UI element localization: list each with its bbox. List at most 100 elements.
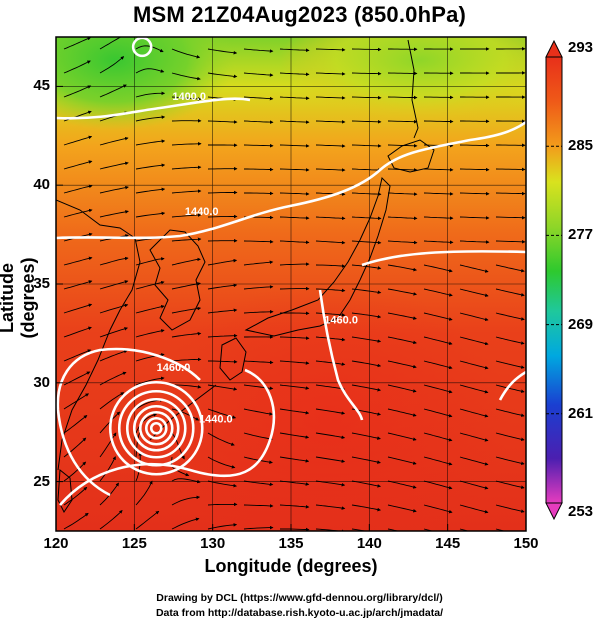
streamline: [63, 326, 92, 338]
streamline: [279, 262, 310, 266]
coastline-sakhalin: [407, 39, 419, 139]
streamline: [459, 432, 489, 442]
streamline: [495, 360, 525, 369]
streamline: [387, 119, 418, 124]
streamline: [171, 478, 201, 484]
streamline: [243, 432, 273, 441]
contour-1460-southeast: [498, 370, 526, 401]
streamline: [495, 384, 525, 393]
streamline: [63, 184, 93, 194]
streamline: [315, 264, 346, 268]
streamline: [135, 257, 165, 266]
coastline-hokkaido: [387, 139, 435, 173]
streamline: [99, 456, 116, 482]
streamline: [280, 527, 310, 531]
streamline: [279, 48, 310, 53]
coastline-kyushu: [219, 337, 247, 381]
streamline: [135, 280, 165, 290]
streamline: [423, 312, 453, 321]
axis-ticks: [55, 85, 527, 531]
streamline: [207, 456, 236, 469]
streamline: [135, 304, 165, 314]
streamline: [495, 215, 526, 220]
streamline: [351, 288, 382, 295]
streamline: [423, 288, 453, 297]
colorbar-label: 277: [568, 226, 594, 244]
streamline: [387, 240, 418, 245]
streamline: [135, 211, 166, 218]
streamline: [135, 45, 164, 53]
typhoon-ring: [125, 397, 187, 459]
streamline: [99, 210, 129, 218]
colorbar-label: 285: [568, 137, 594, 155]
contour-1460-east: [318, 250, 526, 421]
streamline: [495, 528, 506, 531]
streamline: [459, 240, 490, 244]
streamline: [279, 432, 310, 439]
streamline: [99, 432, 117, 458]
streamline: [315, 384, 346, 391]
streamline: [63, 256, 93, 266]
coastline-china: [56, 199, 141, 471]
streamline: [135, 139, 166, 146]
streamline: [387, 504, 417, 513]
streamline: [63, 393, 90, 410]
streamline: [459, 504, 489, 514]
streamline: [171, 72, 201, 81]
streamline: [63, 349, 92, 362]
streamline: [459, 167, 490, 172]
streamline: [135, 163, 166, 170]
streamline: [243, 120, 274, 124]
typhoon-contours: [108, 380, 204, 476]
streamline: [243, 360, 274, 365]
streamline: [351, 168, 382, 172]
streamline: [495, 504, 525, 513]
streamline: [135, 115, 166, 122]
x-tick-label: 125: [121, 535, 147, 552]
streamline: [135, 68, 165, 74]
streamline: [279, 120, 310, 124]
streamline: [279, 72, 310, 77]
streamline: [279, 384, 310, 390]
streamline: [387, 168, 418, 172]
streamline: [423, 432, 453, 442]
colorbar-label: 293: [568, 39, 594, 56]
streamline: [495, 432, 525, 442]
streamline: [243, 408, 274, 416]
streamline: [351, 456, 381, 464]
streamline: [495, 408, 525, 417]
streamline: [99, 256, 129, 266]
streamline: [351, 360, 382, 368]
streamline: [495, 456, 525, 466]
streamline: [63, 280, 93, 290]
y-tick-label: 25: [33, 472, 50, 490]
streamline: [99, 185, 129, 194]
y-tick-label: 35: [33, 275, 50, 292]
colorbar-label: 253: [568, 503, 594, 520]
streamline: [387, 71, 418, 76]
streamline: [351, 528, 369, 531]
streamline: [423, 192, 454, 196]
streamline: [387, 528, 400, 531]
streamline: [495, 240, 526, 244]
y-tick-label: 30: [33, 373, 50, 391]
streamline: [135, 413, 157, 434]
cool-air-region-nw: [56, 37, 235, 130]
y-tick-label: 45: [33, 77, 50, 95]
streamline: [459, 216, 490, 220]
streamline: [387, 312, 417, 320]
streamline: [99, 84, 127, 98]
streamline: [63, 437, 87, 458]
streamline: [171, 357, 202, 362]
x-tick-label: 140: [356, 535, 382, 552]
streamline: [315, 456, 346, 463]
streamline: [63, 303, 93, 314]
streamline: [459, 408, 489, 418]
chart-title: MSM 21Z04Aug2023 (850.0hPa): [132, 2, 467, 27]
streamline: [351, 432, 381, 440]
streamline: [99, 136, 129, 146]
streamline: [315, 144, 346, 148]
streamline: [99, 37, 126, 50]
streamline: [171, 495, 201, 506]
